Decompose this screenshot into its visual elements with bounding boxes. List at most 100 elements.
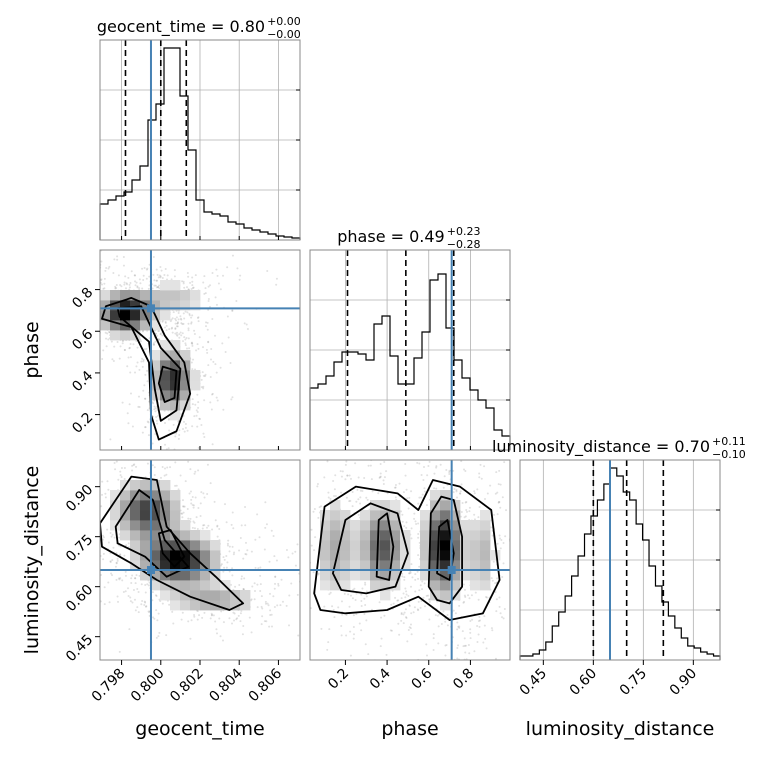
sample-point bbox=[248, 616, 251, 619]
density-cell bbox=[420, 520, 431, 531]
sample-point bbox=[141, 431, 144, 434]
sample-point bbox=[114, 565, 117, 568]
sample-point bbox=[222, 556, 225, 559]
sample-point bbox=[450, 666, 452, 668]
sample-point bbox=[197, 446, 200, 449]
x-axis-label: luminosity_distance bbox=[526, 718, 715, 740]
sample-point bbox=[161, 334, 164, 337]
sample-point bbox=[131, 425, 134, 428]
sample-point bbox=[101, 480, 104, 483]
sample-point bbox=[474, 686, 476, 688]
sample-point bbox=[121, 339, 124, 342]
sample-point bbox=[91, 324, 93, 326]
density-cell bbox=[240, 590, 251, 601]
sample-point bbox=[229, 362, 232, 365]
density-cell bbox=[160, 560, 171, 571]
sample-point bbox=[231, 511, 234, 514]
sample-point bbox=[496, 491, 499, 494]
sample-point bbox=[349, 477, 352, 480]
sample-point bbox=[193, 472, 196, 475]
panel-title: phase = 0.49 bbox=[337, 227, 444, 246]
sample-point bbox=[363, 597, 366, 600]
density-cell bbox=[370, 580, 381, 591]
sample-point bbox=[187, 517, 190, 520]
sample-point bbox=[127, 587, 130, 590]
sample-point bbox=[168, 603, 171, 606]
sample-point bbox=[131, 469, 134, 472]
sample-point bbox=[136, 606, 139, 609]
density-cell bbox=[210, 550, 221, 561]
sample-point bbox=[161, 277, 164, 280]
panel-background bbox=[100, 250, 300, 450]
sample-point bbox=[89, 520, 91, 522]
sample-point bbox=[203, 524, 206, 527]
sample-point bbox=[352, 588, 355, 591]
sample-point bbox=[411, 576, 414, 579]
sample-point bbox=[232, 611, 235, 614]
sample-point bbox=[351, 505, 354, 508]
sample-point bbox=[127, 422, 130, 425]
sample-point bbox=[231, 574, 234, 577]
density-cell bbox=[320, 580, 331, 591]
sample-point bbox=[233, 619, 236, 622]
sample-point bbox=[407, 594, 410, 597]
sample-point bbox=[157, 285, 160, 288]
sample-point bbox=[499, 506, 502, 509]
density-cell bbox=[320, 570, 331, 581]
density-cell bbox=[140, 530, 151, 541]
sample-point bbox=[503, 461, 506, 464]
sample-point bbox=[499, 483, 502, 486]
density-cell bbox=[320, 540, 331, 551]
sample-point bbox=[464, 596, 467, 599]
contour-line bbox=[100, 475, 245, 611]
sample-point bbox=[405, 593, 408, 596]
sample-point bbox=[116, 595, 119, 598]
sample-point bbox=[102, 287, 105, 290]
sample-point bbox=[403, 576, 406, 579]
density-cell bbox=[340, 520, 351, 531]
sample-point bbox=[116, 559, 119, 562]
sample-point bbox=[114, 285, 117, 288]
sample-point bbox=[231, 254, 234, 257]
sample-point bbox=[415, 523, 418, 526]
histogram-luminosity_distance: luminosity_distance = 0.70 +0.11−0.10 bbox=[492, 435, 746, 661]
sample-point bbox=[200, 491, 203, 494]
sample-point bbox=[259, 566, 262, 569]
sample-point bbox=[133, 598, 136, 601]
sample-point bbox=[95, 273, 97, 275]
sample-point bbox=[410, 633, 413, 636]
sample-point bbox=[203, 496, 206, 499]
sample-point bbox=[93, 321, 95, 323]
title-upper-error: +0.23 bbox=[447, 225, 481, 238]
sample-point bbox=[419, 584, 422, 587]
sample-point bbox=[390, 603, 393, 606]
density-cell bbox=[160, 310, 171, 321]
sample-point bbox=[349, 654, 352, 657]
density-cell bbox=[110, 310, 121, 321]
sample-point bbox=[371, 664, 373, 666]
sample-point bbox=[192, 504, 195, 507]
sample-point bbox=[191, 344, 194, 347]
sample-point bbox=[478, 476, 481, 479]
sample-point bbox=[175, 333, 178, 336]
sample-point bbox=[121, 579, 124, 582]
sample-point bbox=[176, 453, 178, 455]
sample-point bbox=[448, 472, 451, 475]
sample-point bbox=[225, 521, 228, 524]
sample-point bbox=[209, 284, 212, 287]
sample-point bbox=[123, 283, 126, 286]
sample-point bbox=[226, 542, 229, 545]
density-cell bbox=[370, 550, 381, 561]
density-cell bbox=[170, 540, 181, 551]
sample-point bbox=[192, 358, 195, 361]
sample-point bbox=[231, 309, 234, 312]
sample-point bbox=[159, 476, 162, 479]
sample-point bbox=[277, 582, 280, 585]
density-cell bbox=[160, 280, 171, 291]
sample-point bbox=[141, 330, 144, 333]
sample-point bbox=[103, 287, 106, 290]
density-cell bbox=[160, 590, 171, 601]
y-tick-label: 0.6 bbox=[69, 326, 96, 353]
